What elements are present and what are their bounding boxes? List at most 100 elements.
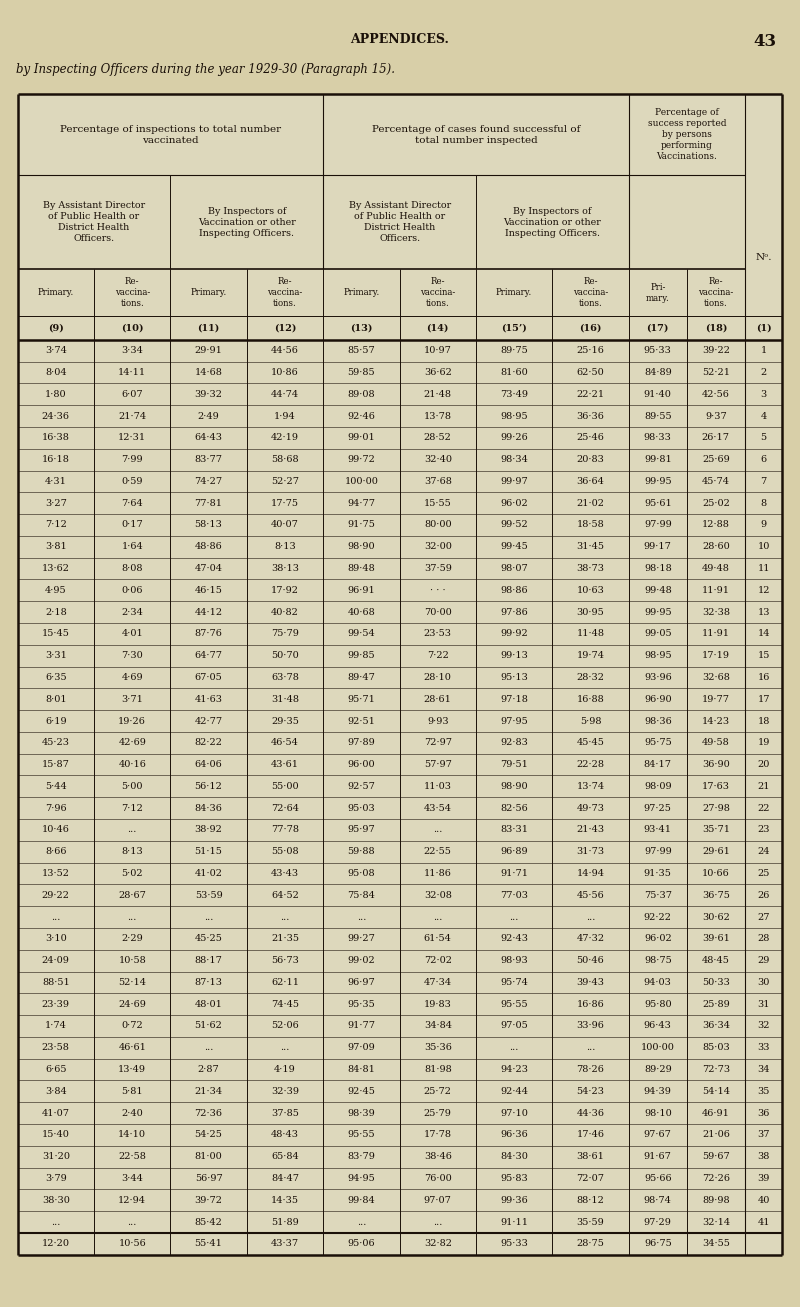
Text: 91·40: 91·40 [644, 389, 672, 399]
Text: By Inspectors of
Vaccination or other
Inspecting Officers.: By Inspectors of Vaccination or other In… [198, 207, 296, 238]
Text: 8·04: 8·04 [45, 369, 66, 376]
Text: 25·69: 25·69 [702, 455, 730, 464]
Text: 32·08: 32·08 [424, 891, 452, 899]
Text: 38·73: 38·73 [577, 565, 605, 572]
Text: 7·12: 7·12 [45, 520, 66, 529]
Text: Pri-
mary.: Pri- mary. [646, 282, 670, 303]
Text: 85·57: 85·57 [347, 346, 375, 356]
Text: ...: ... [280, 912, 290, 921]
Text: 38·13: 38·13 [271, 565, 299, 572]
Text: 81·98: 81·98 [424, 1065, 452, 1074]
Text: 44·56: 44·56 [271, 346, 299, 356]
Text: 3·31: 3·31 [45, 651, 66, 660]
Text: 98·95: 98·95 [500, 412, 528, 421]
Text: 97·18: 97·18 [500, 695, 528, 703]
Text: 28·75: 28·75 [577, 1239, 605, 1248]
Text: 37·68: 37·68 [424, 477, 452, 486]
Text: 95·55: 95·55 [347, 1131, 375, 1140]
Text: 70·00: 70·00 [424, 608, 452, 617]
Text: 50·46: 50·46 [577, 957, 605, 965]
Text: 95·71: 95·71 [347, 695, 375, 703]
Text: 95·75: 95·75 [644, 738, 672, 748]
Text: 99·27: 99·27 [347, 935, 375, 944]
Text: 5·02: 5·02 [122, 869, 143, 878]
Text: 88·12: 88·12 [577, 1196, 605, 1205]
Text: 38·61: 38·61 [577, 1153, 605, 1161]
Text: 77·78: 77·78 [271, 826, 299, 834]
Text: 13·52: 13·52 [42, 869, 70, 878]
Text: 22: 22 [758, 804, 770, 813]
Text: 94·77: 94·77 [347, 499, 375, 507]
Text: 32·00: 32·00 [424, 542, 452, 552]
Text: ...: ... [51, 1218, 61, 1226]
Text: 95·08: 95·08 [347, 869, 375, 878]
Text: 97·09: 97·09 [347, 1043, 375, 1052]
Text: 96·36: 96·36 [500, 1131, 528, 1140]
Text: 56·12: 56·12 [194, 782, 222, 791]
Text: 22·21: 22·21 [577, 389, 605, 399]
Text: ...: ... [510, 1043, 519, 1052]
Text: 72·64: 72·64 [271, 804, 299, 813]
Text: 39·61: 39·61 [702, 935, 730, 944]
Text: 20·83: 20·83 [577, 455, 605, 464]
Text: (12): (12) [274, 324, 296, 332]
Text: 95·13: 95·13 [500, 673, 528, 682]
Text: 0·72: 0·72 [122, 1022, 143, 1030]
Text: 17·46: 17·46 [577, 1131, 605, 1140]
Text: 84·17: 84·17 [644, 761, 672, 769]
Text: (14): (14) [426, 324, 449, 332]
Text: 89·55: 89·55 [644, 412, 671, 421]
Text: 21·02: 21·02 [577, 499, 605, 507]
Text: 38: 38 [758, 1153, 770, 1161]
Text: 58·68: 58·68 [271, 455, 298, 464]
Text: 33: 33 [758, 1043, 770, 1052]
Text: 95·03: 95·03 [347, 804, 375, 813]
Text: ...: ... [357, 1218, 366, 1226]
Text: 77·81: 77·81 [194, 499, 222, 507]
Text: 94·95: 94·95 [347, 1174, 375, 1183]
Text: 72·97: 72·97 [424, 738, 452, 748]
Text: 29: 29 [758, 957, 770, 965]
Text: 36·36: 36·36 [577, 412, 605, 421]
Text: 11·48: 11·48 [577, 630, 605, 638]
Text: 21·43: 21·43 [577, 826, 605, 834]
Text: 98·93: 98·93 [500, 957, 528, 965]
Text: 40·16: 40·16 [118, 761, 146, 769]
Text: 40·82: 40·82 [271, 608, 299, 617]
Text: 49·73: 49·73 [577, 804, 605, 813]
Text: 57·97: 57·97 [424, 761, 452, 769]
Text: 19: 19 [758, 738, 770, 748]
Text: 10·66: 10·66 [702, 869, 730, 878]
Text: ...: ... [127, 912, 137, 921]
Text: 2·40: 2·40 [122, 1108, 143, 1117]
Text: 100·00: 100·00 [345, 477, 378, 486]
Text: 10·63: 10·63 [577, 586, 605, 595]
Text: 32·40: 32·40 [424, 455, 452, 464]
Text: 38·46: 38·46 [424, 1153, 452, 1161]
Text: 97·95: 97·95 [500, 716, 528, 725]
Text: 2·34: 2·34 [122, 608, 143, 617]
Text: 97·67: 97·67 [644, 1131, 672, 1140]
Text: 52·21: 52·21 [702, 369, 730, 376]
Text: 11·03: 11·03 [424, 782, 452, 791]
Text: 45·23: 45·23 [42, 738, 70, 748]
Text: ...: ... [433, 1218, 442, 1226]
Text: 1·74: 1·74 [45, 1022, 66, 1030]
Text: 15·45: 15·45 [42, 630, 70, 638]
Text: 12·88: 12·88 [702, 520, 730, 529]
Text: 98·95: 98·95 [644, 651, 671, 660]
Text: 40: 40 [758, 1196, 770, 1205]
Text: 59·85: 59·85 [347, 369, 375, 376]
Text: 22·55: 22·55 [424, 847, 452, 856]
Text: 12·20: 12·20 [42, 1239, 70, 1248]
Text: 99·85: 99·85 [347, 651, 375, 660]
Text: 56·73: 56·73 [271, 957, 299, 965]
Text: 40·07: 40·07 [271, 520, 299, 529]
Text: 52·14: 52·14 [118, 978, 146, 987]
Text: 87·13: 87·13 [194, 978, 222, 987]
Text: 3: 3 [761, 389, 766, 399]
Text: 28·10: 28·10 [424, 673, 452, 682]
Text: Re-
vaccina-
tions.: Re- vaccina- tions. [114, 277, 150, 308]
Text: 11·86: 11·86 [424, 869, 452, 878]
Text: 97·89: 97·89 [347, 738, 375, 748]
